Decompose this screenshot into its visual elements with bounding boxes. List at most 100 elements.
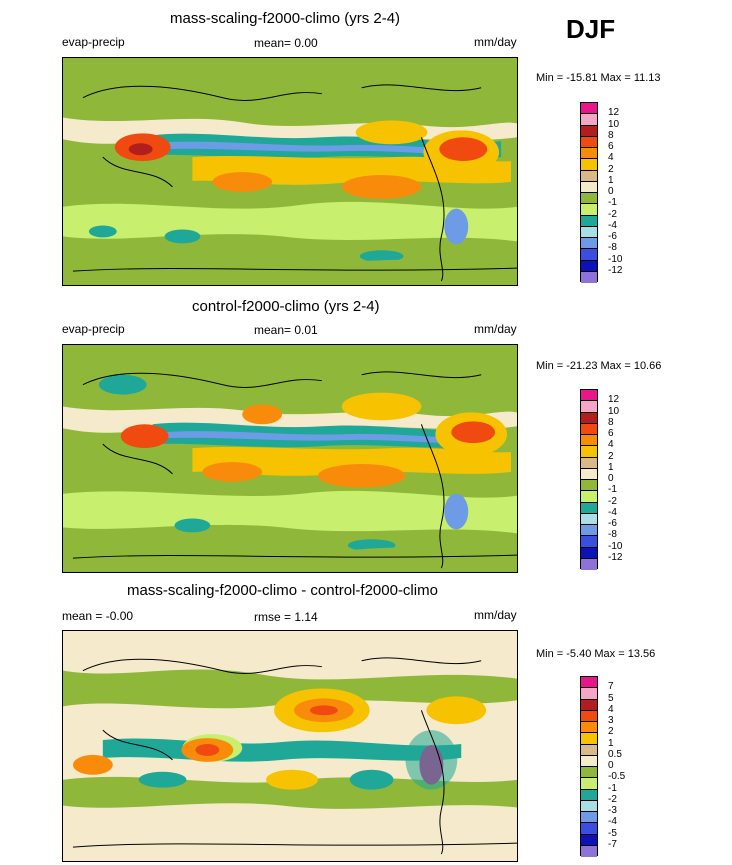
colorbar-swatch [581,823,597,835]
colorbar-tick-label: -2 [608,495,617,507]
colorbar-swatch [581,547,597,559]
colorbar-tick-label: 10 [608,405,620,417]
panel-1-units-label: mm/day [474,35,517,49]
panel-1-minmax: Min = -15.81 Max = 11.13 [536,72,661,84]
colorbar-tick-label: -8 [608,242,617,254]
colorbar-swatch [581,148,597,160]
colorbar-swatch [581,845,597,857]
colorbar-tick-label: -5 [608,827,617,839]
colorbar-tick-label: -7 [608,838,617,850]
colorbar-swatch [581,834,597,846]
colorbar-tick-label: 12 [608,394,620,406]
colorbar-tick-label: -1 [608,197,617,209]
colorbar-tick-label: 3 [608,715,614,726]
colorbar-swatch [581,699,597,711]
colorbar-swatch [581,103,597,115]
colorbar-tick-label: 1 [608,461,614,473]
colorbar-swatch [581,513,597,525]
colorbar-tick-label: 5 [608,692,614,704]
colorbar-tick-label: -0.5 [608,771,626,783]
panel-1-title: mass-scaling-f2000-climo (yrs 2-4) [170,10,401,27]
colorbar-tick-label: -4 [608,816,617,828]
colorbar-tick-label: 0.5 [608,748,622,760]
colorbar-swatch [581,767,597,779]
colorbar-swatch [581,744,597,756]
colorbar-tick-label: 8 [608,416,614,428]
colorbar-swatch [581,468,597,480]
colorbar-swatch [581,677,597,689]
colorbar-swatch [581,536,597,548]
colorbar-swatch [581,114,597,126]
colorbar-swatch [581,170,597,182]
panel-2-mean-label: mean= 0.01 [254,323,318,337]
panel-1-map-graphic [63,58,517,285]
colorbar-tick-label: -6 [608,231,617,242]
colorbar-swatch [581,525,597,537]
colorbar-swatch [581,733,597,745]
colorbar-swatch [581,260,597,272]
panel-2-units-label: mm/day [474,322,517,336]
colorbar-tick-label: 4 [608,152,614,164]
colorbar-swatch [581,136,597,148]
colorbar-tick-label: -1 [608,782,617,794]
colorbar-swatch [581,204,597,216]
colorbar-swatch [581,480,597,492]
panel-3-map-graphic [63,631,517,861]
colorbar-tick-label: -2 [608,793,617,805]
colorbar-tick-label: -3 [608,805,617,816]
panel-1-map [62,57,518,286]
colorbar-tick-label: 4 [608,703,614,715]
colorbar-tick-label: -8 [608,529,617,541]
colorbar-tick-label: 6 [608,141,614,152]
colorbar-swatch [581,502,597,514]
colorbar-swatch [581,423,597,435]
panel-3-title: mass-scaling-f2000-climo - control-f2000… [127,582,438,599]
colorbar-tick-label: 2 [608,450,614,462]
colorbar-tick-label: -2 [608,208,617,220]
colorbar-swatch [581,722,597,734]
colorbar-swatch [581,710,597,722]
panel-1-variable-label: evap-precip [62,35,125,49]
colorbar-swatch [581,457,597,469]
colorbar-tick-label: 10 [608,118,620,130]
panel-3-map [62,630,518,862]
colorbar-swatch [581,226,597,238]
colorbar-tick-label: 0 [608,760,614,771]
panel-3-units-label: mm/day [474,608,517,622]
colorbar-tick-label: 0 [608,473,614,484]
panel-2-colorbar [580,389,598,570]
colorbar-swatch [581,800,597,812]
colorbar-swatch [581,249,597,261]
colorbar-swatch [581,412,597,424]
colorbar-swatch [581,193,597,205]
colorbar-tick-label: -10 [608,540,623,552]
colorbar-tick-label: 12 [608,107,620,119]
panel-2-minmax: Min = -21.23 Max = 10.66 [536,360,662,372]
colorbar-swatch [581,688,597,700]
panel-2-title: control-f2000-climo (yrs 2-4) [192,298,380,315]
panel-1-mean-label: mean= 0.00 [254,36,318,50]
colorbar-swatch [581,435,597,447]
colorbar-tick-label: 7 [608,681,614,693]
colorbar-swatch [581,558,597,570]
colorbar-swatch [581,215,597,227]
colorbar-tick-label: -4 [608,506,617,518]
panel-3-minmax: Min = -5.40 Max = 13.56 [536,648,656,660]
colorbar-swatch [581,491,597,503]
panel-3-colorbar [580,676,598,857]
colorbar-tick-label: -12 [608,551,623,563]
colorbar-swatch [581,125,597,137]
colorbar-tick-label: 6 [608,428,614,439]
season-label: DJF [566,14,616,44]
colorbar-tick-label: 2 [608,163,614,175]
colorbar-swatch [581,271,597,283]
panel-1-colorbar [580,102,598,283]
panel-2-map-graphic [63,345,517,572]
colorbar-swatch [581,812,597,824]
colorbar-swatch [581,446,597,458]
colorbar-tick-label: 8 [608,129,614,141]
colorbar-tick-label: -4 [608,219,617,231]
colorbar-swatch [581,778,597,790]
colorbar-tick-label: 4 [608,439,614,451]
colorbar-tick-label: -1 [608,484,617,496]
